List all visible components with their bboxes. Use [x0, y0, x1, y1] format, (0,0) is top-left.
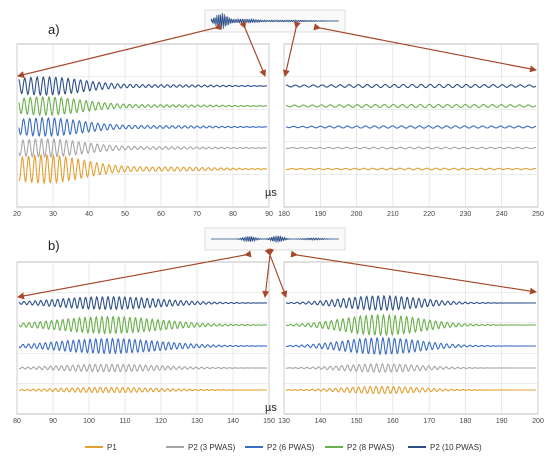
x-tick-label: 90: [49, 418, 57, 425]
legend-label: P2 (3 PWAS): [188, 443, 236, 452]
x-tick-label: 80: [229, 211, 237, 218]
x-tick-label: 30: [49, 211, 57, 218]
legend-label: P1: [107, 443, 117, 452]
x-tick-label: 50: [121, 211, 129, 218]
subplot-1: 20 30 40 50 60 70 80 90: [13, 44, 273, 218]
legend-item: P2 (10 PWAS): [408, 443, 482, 452]
unit-label-a: µs: [265, 187, 277, 199]
series-line-P2_3: [286, 362, 536, 373]
x-tick-label: 180: [278, 211, 290, 218]
plot-a-left-frame: [16, 43, 270, 208]
series-line-P2_10: [285, 294, 536, 312]
x-tick-label: 20: [13, 211, 21, 218]
x-tick-label: 250: [532, 211, 544, 218]
zoom-arrows-b: [17, 248, 537, 300]
x-tick-label: 180: [460, 418, 472, 425]
x-tick-label: 90: [265, 211, 273, 218]
unit-label-b: µs: [265, 402, 277, 414]
x-tick-label: 80: [13, 418, 21, 425]
legend-label: P2 (8 PWAS): [347, 443, 395, 452]
x-tick-label: 240: [496, 211, 508, 218]
x-tick-label: 130: [278, 418, 290, 425]
series-line-P2_6: [285, 125, 537, 129]
x-tick-label: 130: [191, 418, 203, 425]
legend-item: P1: [85, 443, 117, 452]
legend-item: P2 (8 PWAS): [325, 443, 395, 452]
legend-item: P2 (3 PWAS): [166, 443, 236, 452]
x-tick-label: 200: [351, 211, 363, 218]
zoom-arrows-a: [17, 21, 537, 78]
legend-label: P2 (10 PWAS): [430, 443, 482, 452]
plot-b-right-frame: [283, 261, 539, 415]
subplot-3: 80 90 100 110 120 130 140 150: [13, 262, 275, 425]
x-tick-label: 70: [193, 211, 201, 218]
series-line-P2_8: [285, 103, 537, 109]
x-tick-label: 170: [423, 418, 435, 425]
x-tick-label: 200: [532, 418, 544, 425]
series-line-P2_10: [18, 75, 267, 97]
subplot-4: 130 140 150 160 170 180 190 200: [278, 262, 544, 425]
x-tick-label: 160: [387, 418, 399, 425]
legend: P1 P2 (3 PWAS) P2 (6 PWAS) P2 (8 PWAS) P2 (1…: [85, 443, 482, 452]
x-tick-label: 140: [314, 418, 326, 425]
series-line-P2_8: [285, 313, 536, 337]
series-line-P2_8: [18, 315, 268, 335]
x-tick-label: 140: [227, 418, 239, 425]
x-tick-label: 220: [423, 211, 435, 218]
series-line-P2_10: [285, 83, 537, 89]
series-line-P1: [285, 167, 537, 171]
x-tick-label: 150: [351, 418, 363, 425]
x-tick-label: 60: [157, 211, 165, 218]
series-line-P2_6: [18, 337, 267, 355]
panel-label-b: b): [48, 238, 60, 253]
series-line-P2_6: [285, 336, 536, 356]
x-tick-label: 150: [263, 418, 275, 425]
x-tick-label: 120: [155, 418, 167, 425]
x-tick-label: 110: [119, 418, 130, 425]
series-line-P2_3: [285, 146, 536, 150]
series-line-P2_3: [18, 363, 268, 373]
series-line-P2_6: [18, 116, 268, 138]
x-tick-label: 230: [460, 211, 472, 218]
subplot-2: 180 190 200 210 220 230 240 250: [278, 44, 544, 218]
x-tick-label: 190: [314, 211, 326, 218]
plot-b-left-frame: [16, 261, 270, 415]
panel-label-a: a): [48, 22, 60, 37]
series-line-P2_8: [18, 95, 268, 117]
series-line-P2_3: [18, 137, 268, 159]
x-tick-label: 100: [83, 418, 95, 425]
thumbnail-b: [204, 227, 346, 251]
series-line-P1: [18, 153, 268, 186]
x-tick-label: 40: [85, 211, 93, 218]
series-line-P1: [286, 385, 536, 395]
series-line-P2_10: [18, 295, 268, 311]
x-tick-label: 210: [387, 211, 399, 218]
x-tick-label: 190: [496, 418, 508, 425]
series-line-P1: [19, 386, 267, 394]
legend-label: P2 (6 PWAS): [267, 443, 315, 452]
legend-item: P2 (6 PWAS): [245, 443, 315, 452]
